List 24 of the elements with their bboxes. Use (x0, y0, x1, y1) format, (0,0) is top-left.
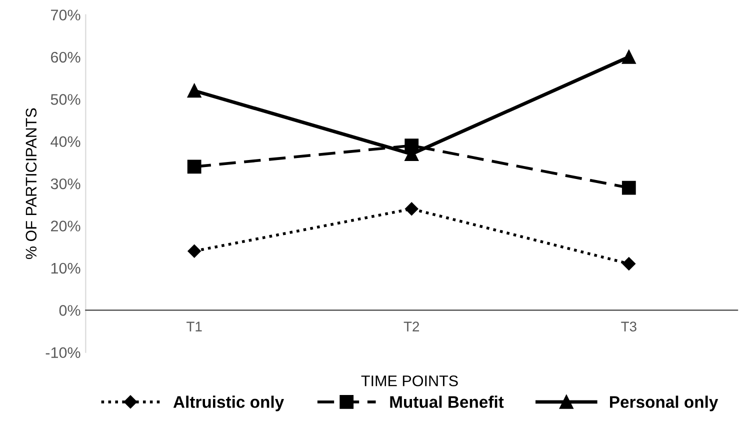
y-tick-label: 70% (51, 10, 80, 20)
legend-label: Altruistic only (173, 396, 284, 412)
y-tick-label: 0% (59, 305, 80, 316)
x-tick-label: T1 (186, 322, 202, 332)
point (188, 244, 201, 258)
x-tick-label: T3 (621, 322, 636, 332)
legend-label: Personal only (610, 396, 718, 412)
x-tick-label: T2 (404, 322, 420, 332)
y-tick-label: 20% (51, 220, 80, 232)
point (187, 160, 202, 174)
point (405, 202, 418, 216)
y-tick-label: 10% (51, 262, 80, 274)
y-axis-title: % OF PARTICIPANTS (26, 108, 37, 260)
y-tick-label: 60% (51, 52, 80, 63)
y-tick-label: 50% (50, 94, 80, 105)
legend-label: Mutual Benefit (390, 396, 504, 408)
point (622, 257, 636, 270)
point (622, 50, 636, 64)
point (187, 84, 202, 98)
y-tick-label: -10% (46, 347, 80, 358)
y-tick-label: 30% (50, 178, 80, 190)
x-axis-title: TIME POINTS (361, 375, 458, 386)
y-tick-label: 40% (50, 136, 80, 148)
point (622, 180, 636, 195)
